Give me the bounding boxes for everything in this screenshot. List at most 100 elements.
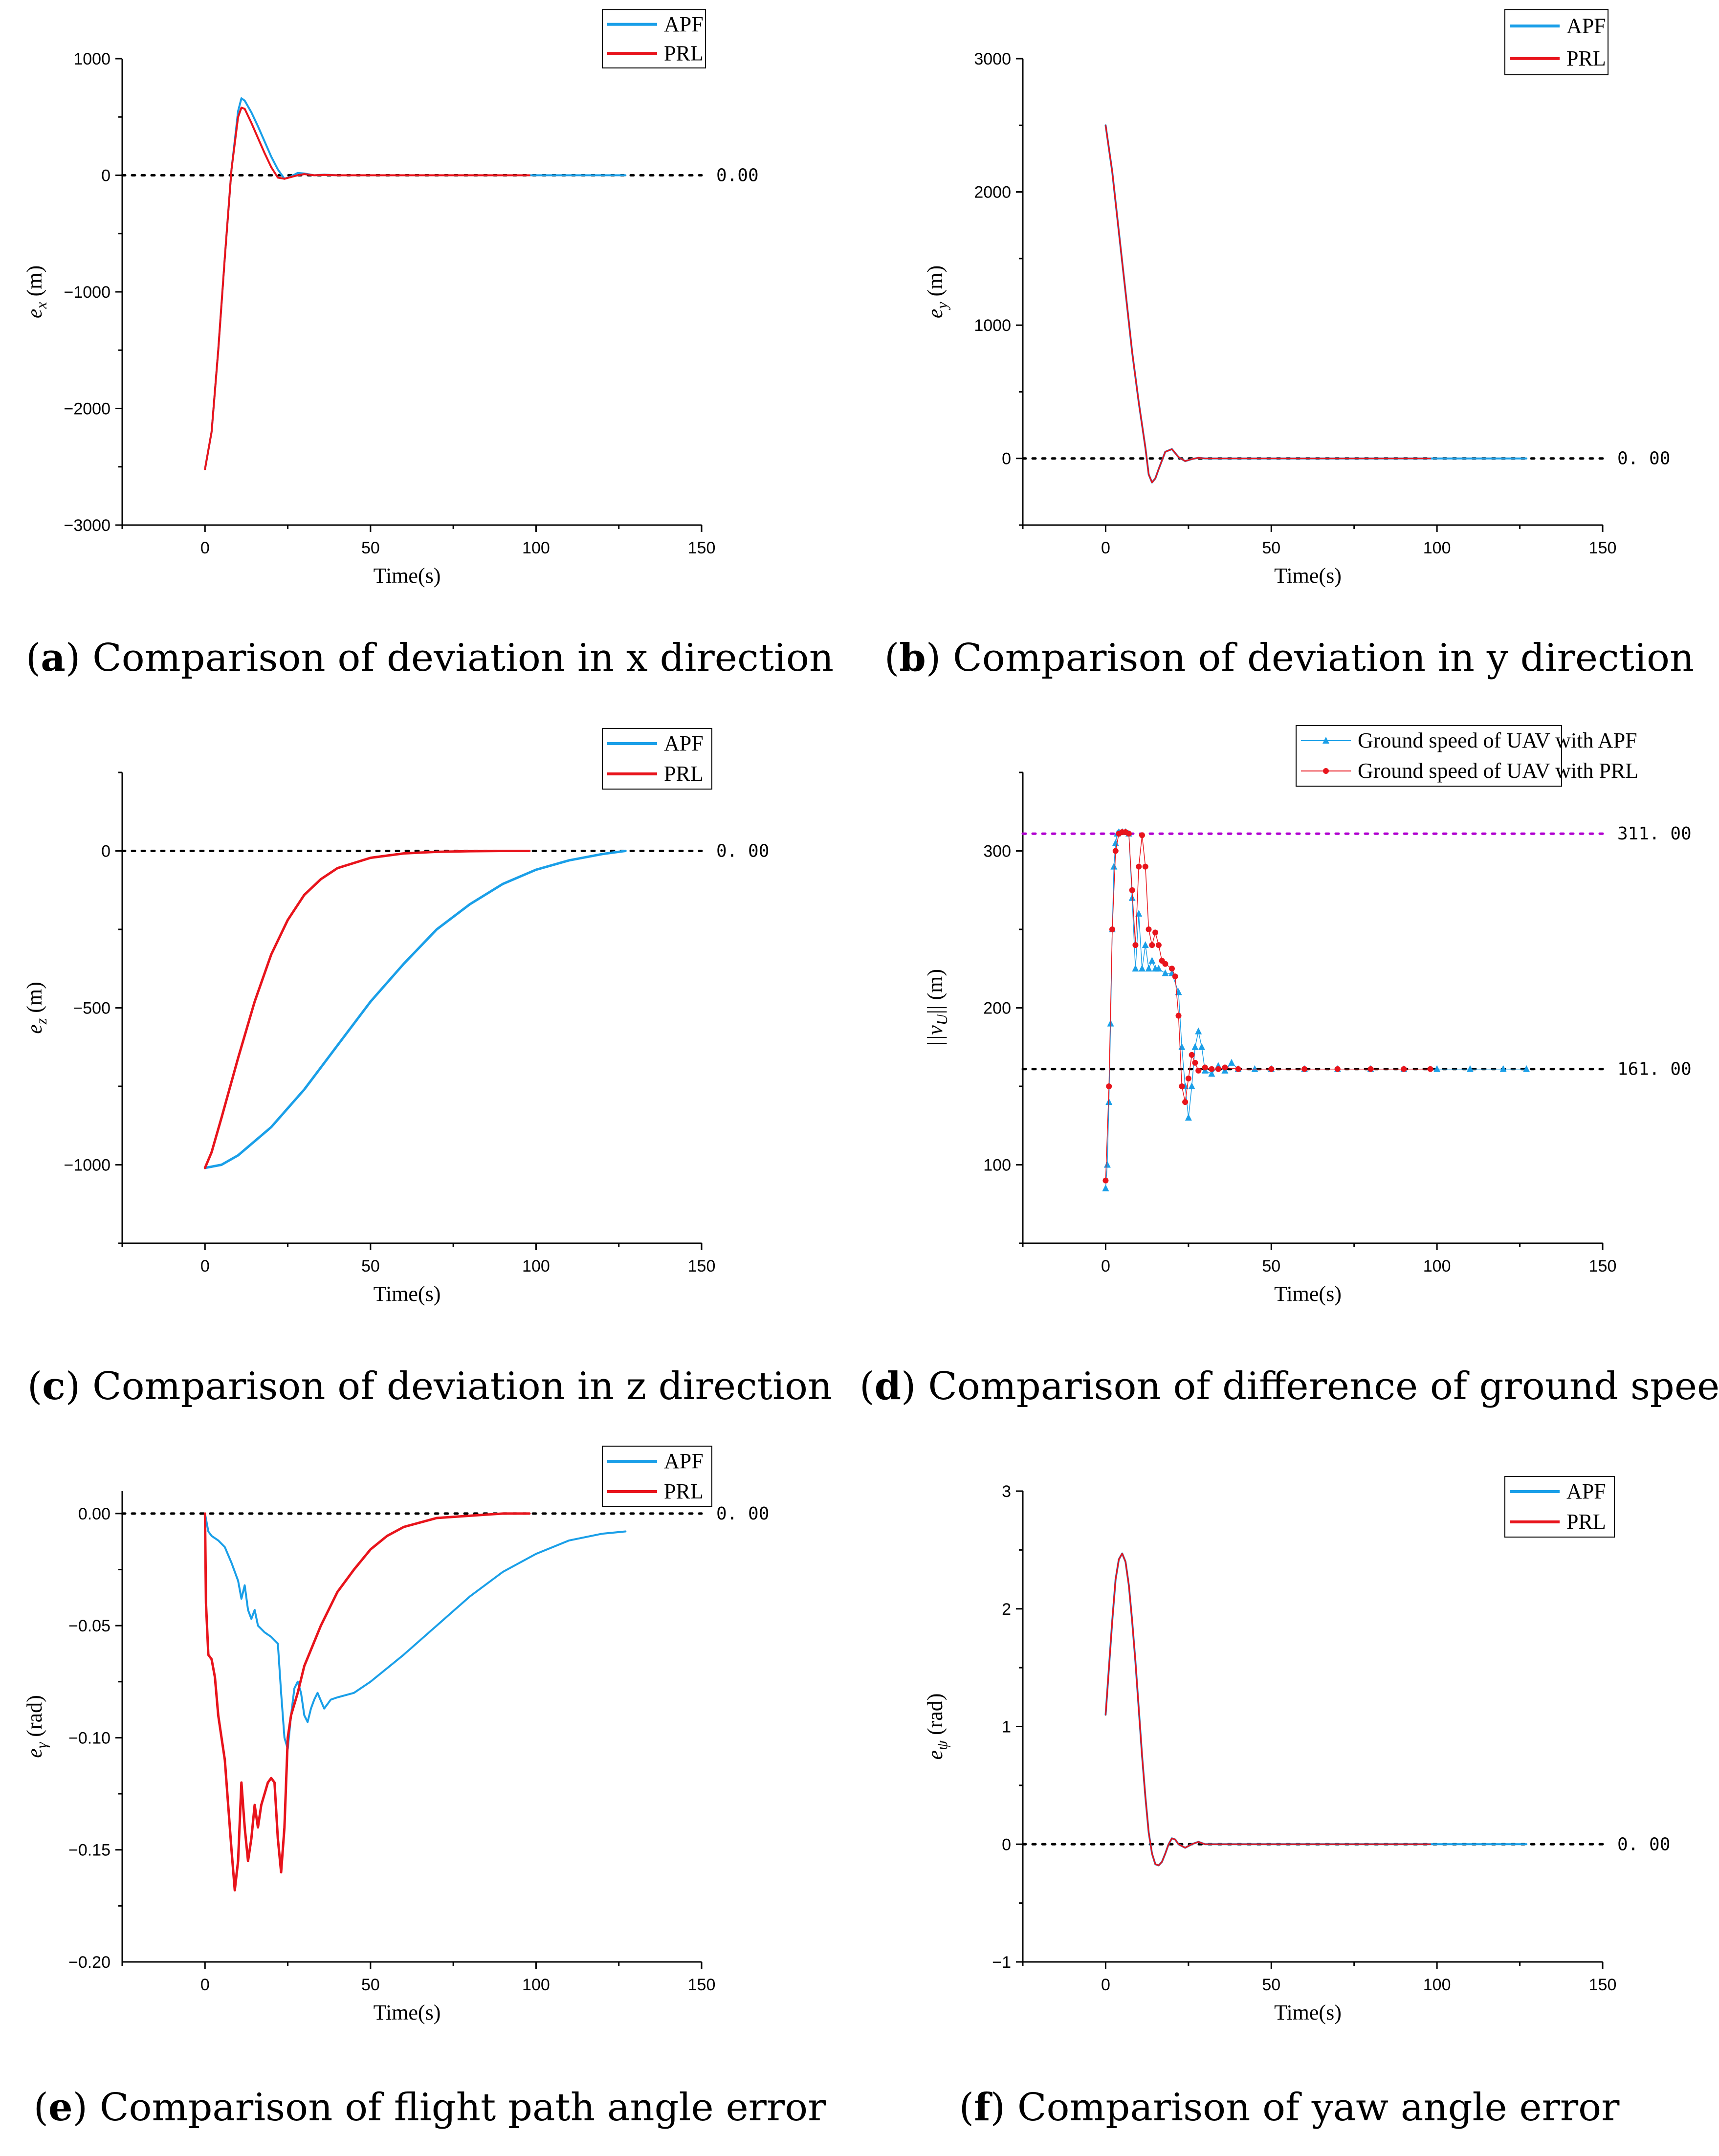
y-tick-label: −1000	[64, 283, 111, 302]
x-axis-title: Time(s)	[374, 564, 441, 588]
series-line-prl	[1104, 124, 1432, 484]
legend-box	[1504, 9, 1609, 75]
legend-label: APF	[664, 1449, 704, 1473]
data-point	[1103, 1161, 1111, 1168]
data-point	[1162, 961, 1168, 967]
data-point	[1132, 942, 1139, 948]
x-tick-label: 50	[1262, 1976, 1280, 1994]
chart-f: 0 50 100 150 −1 0 1 2 3 Time(s) eψ (rad) 0. 00 APF PR…	[923, 1476, 1670, 2024]
y-tick-label: −1	[992, 1953, 1011, 1972]
data-point	[1102, 1177, 1109, 1184]
y-tick-label: −1000	[64, 1156, 111, 1175]
x-tick-label: 50	[1262, 539, 1280, 557]
data-point	[1148, 957, 1156, 964]
data-point	[1109, 926, 1115, 932]
x-tick-label: 150	[1589, 1976, 1617, 1994]
panel-f: 0 50 100 150 −1 0 1 2 3 Time(s) eψ (rad) 0. 00 APF PR…	[860, 1437, 1719, 2156]
y-tick-label: 200	[983, 999, 1011, 1018]
x-tick-label: 150	[1589, 1257, 1617, 1276]
data-point	[1185, 1114, 1192, 1121]
legend-label: PRL	[664, 762, 704, 786]
legend-label: APF	[1566, 1479, 1606, 1503]
series-line-apf	[1104, 124, 1528, 484]
legend-label: PRL	[664, 41, 704, 65]
y-axis-title: eψ (rad)	[923, 1694, 950, 1760]
legend-marker	[1322, 737, 1329, 744]
reference-line-label: 311. 00	[1617, 824, 1692, 844]
data-point	[1188, 1082, 1195, 1089]
legend-label: PRL	[1566, 46, 1606, 70]
y-tick-label: 0	[1002, 450, 1011, 468]
panel-e: 0 50 100 150 −0.20 −0.15 −0.10 −0.05 0.00 Time(s)…	[0, 1437, 860, 2156]
data-point	[1209, 1066, 1215, 1072]
data-point	[1433, 1065, 1441, 1072]
y-tick-label: 0	[101, 842, 110, 861]
series-line-prl	[204, 107, 530, 470]
x-tick-label: 0	[200, 1976, 210, 1994]
data-point	[1198, 1043, 1205, 1050]
data-point	[1427, 1066, 1433, 1072]
y-tick-label: 100	[983, 1156, 1011, 1175]
series-line-apf	[204, 97, 627, 470]
panel-b: 0 50 100 150 0 1000 2000 3000 Time(s) ey (m) 0. 00…	[860, 0, 1719, 719]
x-axis-title: Time(s)	[374, 2001, 441, 2024]
x-tick-label: 0	[200, 539, 210, 557]
data-point	[1523, 1065, 1530, 1072]
data-point	[1145, 965, 1152, 972]
x-tick-label: 150	[688, 1257, 716, 1276]
panel-d: 0 50 100 150 100 200 300 Time(s) ||vU|| (m) 311. …	[860, 719, 1719, 1437]
y-tick-label: −3000	[64, 516, 111, 535]
reference-line-label: 0. 00	[716, 841, 769, 861]
data-point	[1202, 1064, 1208, 1071]
data-point	[1152, 929, 1159, 936]
legend-box	[602, 1446, 712, 1507]
data-point	[1155, 965, 1162, 972]
x-tick-label: 100	[1423, 1257, 1451, 1276]
legend-box	[602, 728, 712, 790]
data-point	[1155, 942, 1162, 948]
data-point	[1102, 1184, 1109, 1191]
y-tick-label: 2000	[974, 183, 1011, 202]
data-point	[1112, 848, 1119, 854]
data-point	[1401, 1066, 1407, 1072]
y-axis-title: ey (m)	[923, 265, 950, 318]
panel-a: 0 50 100 150 −3000 −2000 −1000 0 1000 Time(s) ex (…	[0, 0, 860, 719]
data-point	[1138, 965, 1146, 972]
data-point	[1129, 887, 1135, 893]
x-tick-label: 100	[1423, 539, 1451, 557]
x-tick-label: 0	[1101, 1257, 1110, 1276]
legend-label: APF	[1566, 14, 1606, 38]
legend-label: Ground speed of UAV with PRL	[1358, 759, 1638, 783]
series-line-apf	[204, 1512, 627, 1750]
legend-label: PRL	[664, 1479, 704, 1503]
panel-caption: (b) Comparison of deviation in y directi…	[884, 636, 1695, 680]
y-tick-label: 2	[1002, 1600, 1011, 1619]
data-point	[1146, 926, 1152, 932]
data-point	[1367, 1066, 1374, 1072]
y-tick-label: 3	[1002, 1482, 1011, 1501]
legend-label: APF	[664, 12, 704, 36]
reference-line-label: 0. 00	[1617, 1834, 1670, 1854]
data-point	[1105, 1098, 1113, 1105]
legend-label: PRL	[1566, 1510, 1606, 1534]
series-line-ground-speed-of-uav-with-prl	[1105, 832, 1431, 1181]
x-tick-label: 0	[1101, 1976, 1110, 1994]
data-point	[1208, 1070, 1215, 1077]
data-point	[1172, 973, 1178, 980]
panel-caption: (a) Comparison of deviation in x directi…	[25, 636, 834, 680]
data-point	[1175, 1012, 1182, 1019]
y-axis-title: ex (m)	[22, 265, 50, 318]
data-point	[1189, 1052, 1195, 1058]
y-tick-label: 0	[101, 167, 110, 185]
data-point	[1334, 1066, 1341, 1072]
data-point	[1149, 942, 1155, 948]
chart-b: 0 50 100 150 0 1000 2000 3000 Time(s) ey (m) 0. 00…	[923, 9, 1670, 588]
panel-caption: (d) Comparison of difference of ground s…	[860, 1364, 1719, 1408]
x-axis-title: Time(s)	[1274, 1282, 1342, 1306]
series-line-prl	[203, 850, 531, 1169]
x-tick-label: 100	[1423, 1976, 1451, 1994]
x-tick-label: 100	[522, 539, 550, 557]
y-tick-label: −0.05	[68, 1617, 110, 1635]
x-tick-label: 50	[1262, 1257, 1280, 1276]
series-line-apf	[1104, 1552, 1528, 1867]
